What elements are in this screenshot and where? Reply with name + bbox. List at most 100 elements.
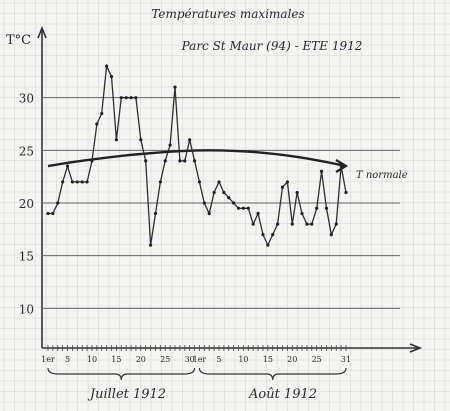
- y-tick-label: 30: [19, 92, 34, 106]
- x-tick-label: 5: [216, 355, 221, 364]
- data-point: [163, 159, 167, 163]
- data-point: [65, 164, 70, 168]
- data-point: [124, 96, 128, 100]
- x-tick-label: 20: [287, 355, 297, 364]
- x-tick-label: 15: [111, 355, 121, 364]
- x-tick-label: 25: [160, 355, 170, 364]
- data-point: [158, 180, 162, 184]
- data-point: [232, 201, 236, 205]
- data-point: [212, 190, 216, 195]
- data-point: [256, 211, 260, 216]
- data-point: [285, 180, 289, 184]
- period-braces: [47, 367, 347, 381]
- data-point: [290, 222, 294, 226]
- data-point: [207, 211, 211, 216]
- data-point: [236, 206, 241, 210]
- data-point: [188, 138, 192, 142]
- data-point: [46, 211, 50, 216]
- data-point: [271, 233, 275, 237]
- period-label-juillet: Juillet 1912: [87, 387, 166, 402]
- data-point: [148, 243, 153, 247]
- data-point: [56, 201, 60, 205]
- data-point: [241, 206, 246, 210]
- data-point: [315, 206, 319, 210]
- data-point: [344, 190, 348, 195]
- data-point: [280, 185, 285, 189]
- data-point: [217, 180, 221, 184]
- data-point: [305, 222, 309, 226]
- data-point: [153, 211, 158, 216]
- data-point: [183, 159, 187, 163]
- data-point: [339, 164, 343, 168]
- series-normal-line: [47, 149, 347, 168]
- data-point: [222, 190, 226, 195]
- data-point: [276, 222, 280, 226]
- data-point: [85, 180, 89, 184]
- x-tick-label: 1er: [193, 355, 207, 364]
- data-point: [119, 96, 123, 100]
- data-point: [95, 122, 99, 126]
- y-axis-label: T°C: [6, 33, 31, 48]
- data-point: [334, 222, 338, 226]
- data-point: [261, 233, 265, 237]
- axes: [37, 25, 423, 353]
- data-point: [139, 138, 143, 142]
- series-temperature-line: [48, 63, 347, 247]
- x-tick-label: 1er: [41, 355, 55, 364]
- data-point: [129, 96, 133, 100]
- data-point: [192, 159, 197, 163]
- data-point: [300, 211, 304, 216]
- y-tick-labels: 10 15 20 25 30: [19, 92, 34, 317]
- legend-normale: T normale: [356, 170, 408, 181]
- reference-lines: [42, 97, 400, 309]
- period-label-aout: Août 1912: [248, 387, 317, 402]
- y-axis-arrow: [37, 25, 47, 39]
- data-point: [80, 180, 84, 184]
- x-axis-arrow: [409, 343, 423, 353]
- x-tick-label: 31: [341, 355, 351, 364]
- normal-line-arrow: [335, 159, 349, 173]
- x-tick-label: 5: [65, 355, 70, 364]
- data-point: [266, 243, 270, 247]
- data-point: [329, 233, 333, 237]
- data-point: [61, 180, 65, 184]
- x-tick-label: 25: [312, 355, 322, 364]
- data-point: [251, 222, 255, 226]
- y-tick-label: 20: [19, 197, 34, 211]
- x-tick-label: 15: [263, 355, 273, 364]
- x-tick-label: 10: [87, 355, 97, 364]
- data-point: [100, 111, 104, 116]
- data-point: [227, 196, 231, 200]
- data-point: [246, 206, 250, 210]
- data-point: [75, 180, 79, 184]
- data-point: [70, 180, 75, 184]
- data-point: [197, 180, 202, 184]
- data-point: [173, 85, 177, 89]
- y-tick-label: 25: [19, 144, 34, 158]
- period-brace: [47, 367, 196, 381]
- x-tick-label: 20: [136, 355, 146, 364]
- period-brace: [198, 367, 347, 381]
- data-point: [324, 206, 329, 210]
- data-point: [114, 138, 118, 142]
- x-tick-label: 10: [238, 355, 248, 364]
- data-point: [202, 201, 206, 205]
- chart-title: Températures maximales: [151, 7, 304, 21]
- chart-subtitle: Parc St Maur (94) - ETE 1912: [181, 39, 363, 53]
- data-point: [51, 211, 55, 216]
- data-point: [178, 159, 182, 163]
- data-point: [90, 159, 94, 163]
- data-point: [168, 143, 172, 147]
- series-temperature-points: [46, 64, 348, 247]
- x-tick-label: 30: [185, 355, 195, 364]
- y-tick-label: 15: [19, 250, 34, 264]
- data-point: [319, 169, 324, 173]
- y-tick-label: 10: [19, 302, 34, 316]
- data-point: [109, 75, 114, 79]
- data-point: [295, 190, 299, 195]
- data-point: [134, 96, 138, 100]
- data-point: [310, 222, 314, 226]
- data-point: [144, 159, 148, 163]
